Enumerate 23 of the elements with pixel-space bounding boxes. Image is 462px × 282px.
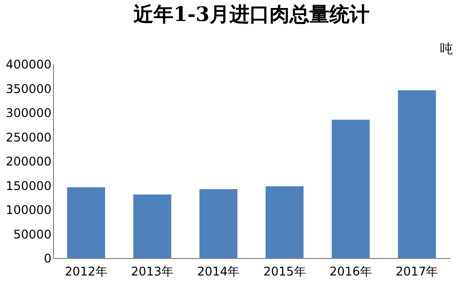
y-tick-label: 0 [44,252,52,266]
y-tick-label: 250000 [6,130,52,144]
y-tick-label: 150000 [6,178,52,193]
bar [133,194,172,258]
bar [332,120,370,258]
x-tick-label: 2014年 [197,264,240,278]
text: 吨 [440,42,453,57]
bar [199,189,238,258]
y-tick-label: 400000 [6,58,52,72]
x-tick-label: 2013年 [130,264,174,278]
y-tick-label: 300000 [6,106,52,120]
y-tick-label: 100000 [6,203,52,217]
y-tick-label: 350000 [6,82,52,96]
y-tick-label: 50000 [13,227,52,242]
x-tick-label: 2016年 [329,264,372,278]
y-tick-label: 200000 [6,154,52,168]
chart-title: 近年1-3月进口肉总量统计 [132,2,370,26]
bar [266,186,304,258]
x-tick-label: 2017年 [396,264,438,278]
x-tick-label: 2015年 [263,264,306,278]
bar [67,187,106,258]
bar [398,90,436,258]
x-tick-label: 2012年 [64,264,108,278]
